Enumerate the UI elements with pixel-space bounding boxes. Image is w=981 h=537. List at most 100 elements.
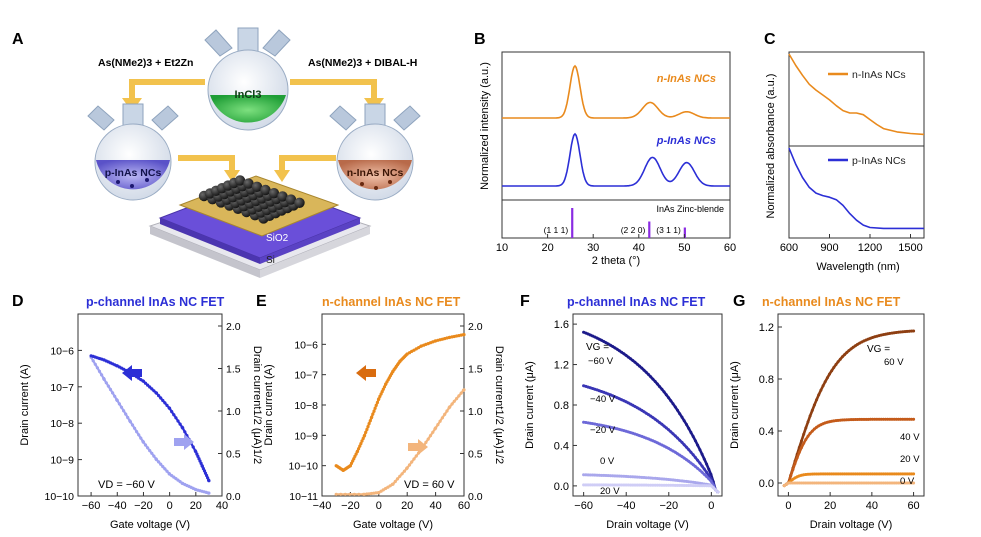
data-point [849,481,853,485]
data-point [443,412,447,416]
data-point [600,473,603,477]
data-point [111,391,115,395]
data-point [808,414,812,418]
data-point [791,468,795,472]
data-point [685,479,688,483]
data-point [832,481,836,485]
data-point [150,451,154,455]
data-point [452,399,456,403]
flask-right-label: n-InAs NCs [347,167,404,179]
data-point [682,479,686,483]
data-point [148,385,152,389]
data-point [582,473,586,477]
data-point [141,440,146,444]
substrate-label-sio2: SiO2 [266,233,289,244]
data-point [159,396,163,400]
data-point [834,363,838,366]
data-point [611,474,615,478]
y-axis-label: Drain current (A) [263,364,275,445]
data-point [357,447,361,451]
data-point [899,417,903,421]
data-point [676,408,679,412]
series-line-n-inas [502,64,730,119]
data-point [866,481,870,485]
data-point [102,377,106,381]
data-point [909,417,913,421]
data-point [163,401,167,405]
data-point [462,333,466,337]
data-point [176,419,180,423]
data-point [888,472,892,476]
y-tick-label: 0.0 [759,478,774,490]
series-line-n-inas [788,53,925,136]
data-point [647,373,650,376]
data-point [836,418,840,422]
panel-letter: E [256,293,267,310]
data-point [678,479,682,483]
curve-label: −40 V [590,394,616,405]
flask-incl3: InCl3 [204,27,291,131]
data-point [582,420,586,424]
data-point [662,477,666,481]
data-point [817,424,821,428]
data-point [640,408,644,412]
data-point [613,483,617,487]
data-point [823,380,827,384]
data-point [122,409,126,413]
data-point [687,426,691,430]
data-point [660,477,664,481]
reference-name: InAs Zinc-blende [656,204,724,214]
data-point [633,360,637,364]
data-point [884,417,888,421]
y2-tick-label: 1.0 [226,406,241,418]
data-point [640,475,644,479]
data-point [795,456,799,460]
data-point [834,472,838,476]
data-point [660,422,664,426]
data-point [894,472,898,476]
curve-label: 0 V [900,476,915,487]
data-point [875,481,879,485]
y-tick-label: 10−8 [294,400,318,412]
data-point [687,459,691,463]
data-point [620,350,624,354]
data-point [869,472,872,476]
data-point [881,481,885,485]
data-point [379,392,383,396]
flask-left-label: p-InAs NCs [105,167,162,179]
data-point [817,393,821,397]
data-point [651,483,655,487]
data-point [700,452,704,456]
data-point [905,417,909,421]
data-point [830,481,834,485]
x-axis-label: Gate voltage (V) [110,519,190,531]
data-point [139,436,143,440]
data-point [905,329,909,333]
panel-e-title: n-channel InAs NC FET [322,295,461,309]
data-point [658,385,662,389]
data-point [595,473,599,477]
data-point [860,481,864,485]
y2-tick-label: 0.0 [468,491,483,503]
x-tick-label: 50 [678,242,690,254]
data-point [613,474,617,478]
plot-frame [777,313,925,497]
data-point [642,476,646,479]
data-point [817,481,821,485]
data-point [808,472,812,476]
data-point [804,473,808,476]
data-point [633,475,637,479]
x-tick-label: 0 [167,500,173,512]
data-point [806,434,810,438]
data-point [685,458,688,462]
data-point [707,477,711,481]
chart-b-xrd: n-InAs NCs p-InAs NCs InAs Zinc-blende (1 1… [479,51,736,267]
data-point [892,472,896,476]
reference-hkl-label: (3 1 1) [656,225,681,235]
data-point [126,415,130,420]
data-point [671,483,675,487]
data-point [653,417,657,421]
data-point [602,483,606,487]
y2-tick-label: 0.0 [226,491,241,503]
data-point [886,472,890,476]
